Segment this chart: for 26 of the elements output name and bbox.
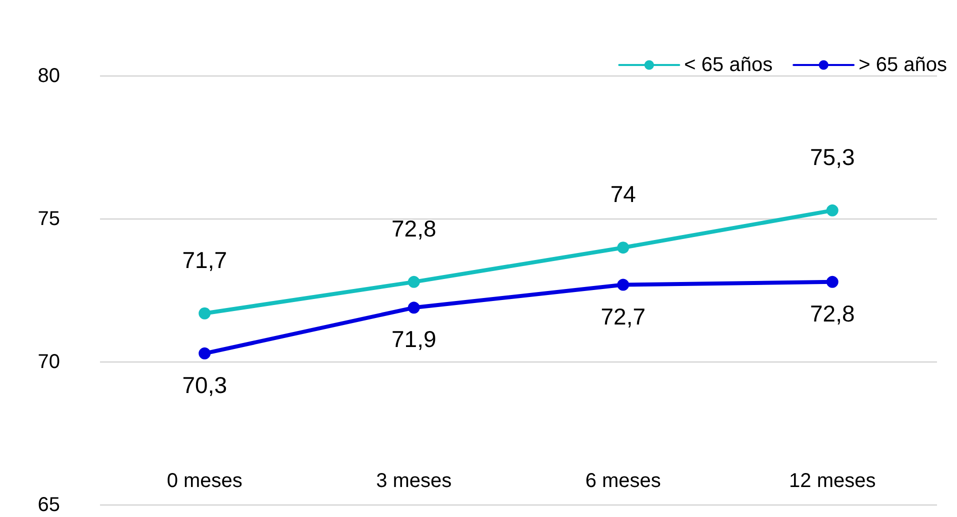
- data-label: 74: [610, 181, 636, 208]
- y-tick-label: 75: [38, 208, 60, 230]
- x-tick-label: 12 meses: [789, 470, 876, 492]
- x-tick-label: 6 meses: [585, 470, 661, 492]
- point: [826, 204, 838, 216]
- data-label: 72,8: [810, 300, 855, 326]
- legend-label: < 65 años: [684, 54, 773, 76]
- data-label: 71,7: [182, 246, 228, 273]
- data-label: 75,3: [810, 144, 855, 170]
- data-label: 71,9: [391, 326, 436, 352]
- y-tick-label: 65: [38, 494, 60, 516]
- y-tick-label: 70: [38, 351, 60, 373]
- point: [408, 276, 420, 288]
- point: [198, 347, 211, 360]
- data-label: 72,7: [600, 303, 646, 330]
- point: [617, 278, 630, 291]
- legend-label: > 65 años: [858, 54, 948, 76]
- point: [408, 302, 420, 314]
- data-label: 72,8: [391, 215, 436, 242]
- x-tick-label: 0 meses: [166, 470, 242, 492]
- point: [826, 276, 838, 288]
- y-tick-label: 80: [38, 65, 60, 87]
- point: [198, 307, 211, 320]
- point: [617, 242, 630, 254]
- x-tick-label: 3 meses: [376, 470, 452, 492]
- data-label: 70,3: [182, 372, 228, 398]
